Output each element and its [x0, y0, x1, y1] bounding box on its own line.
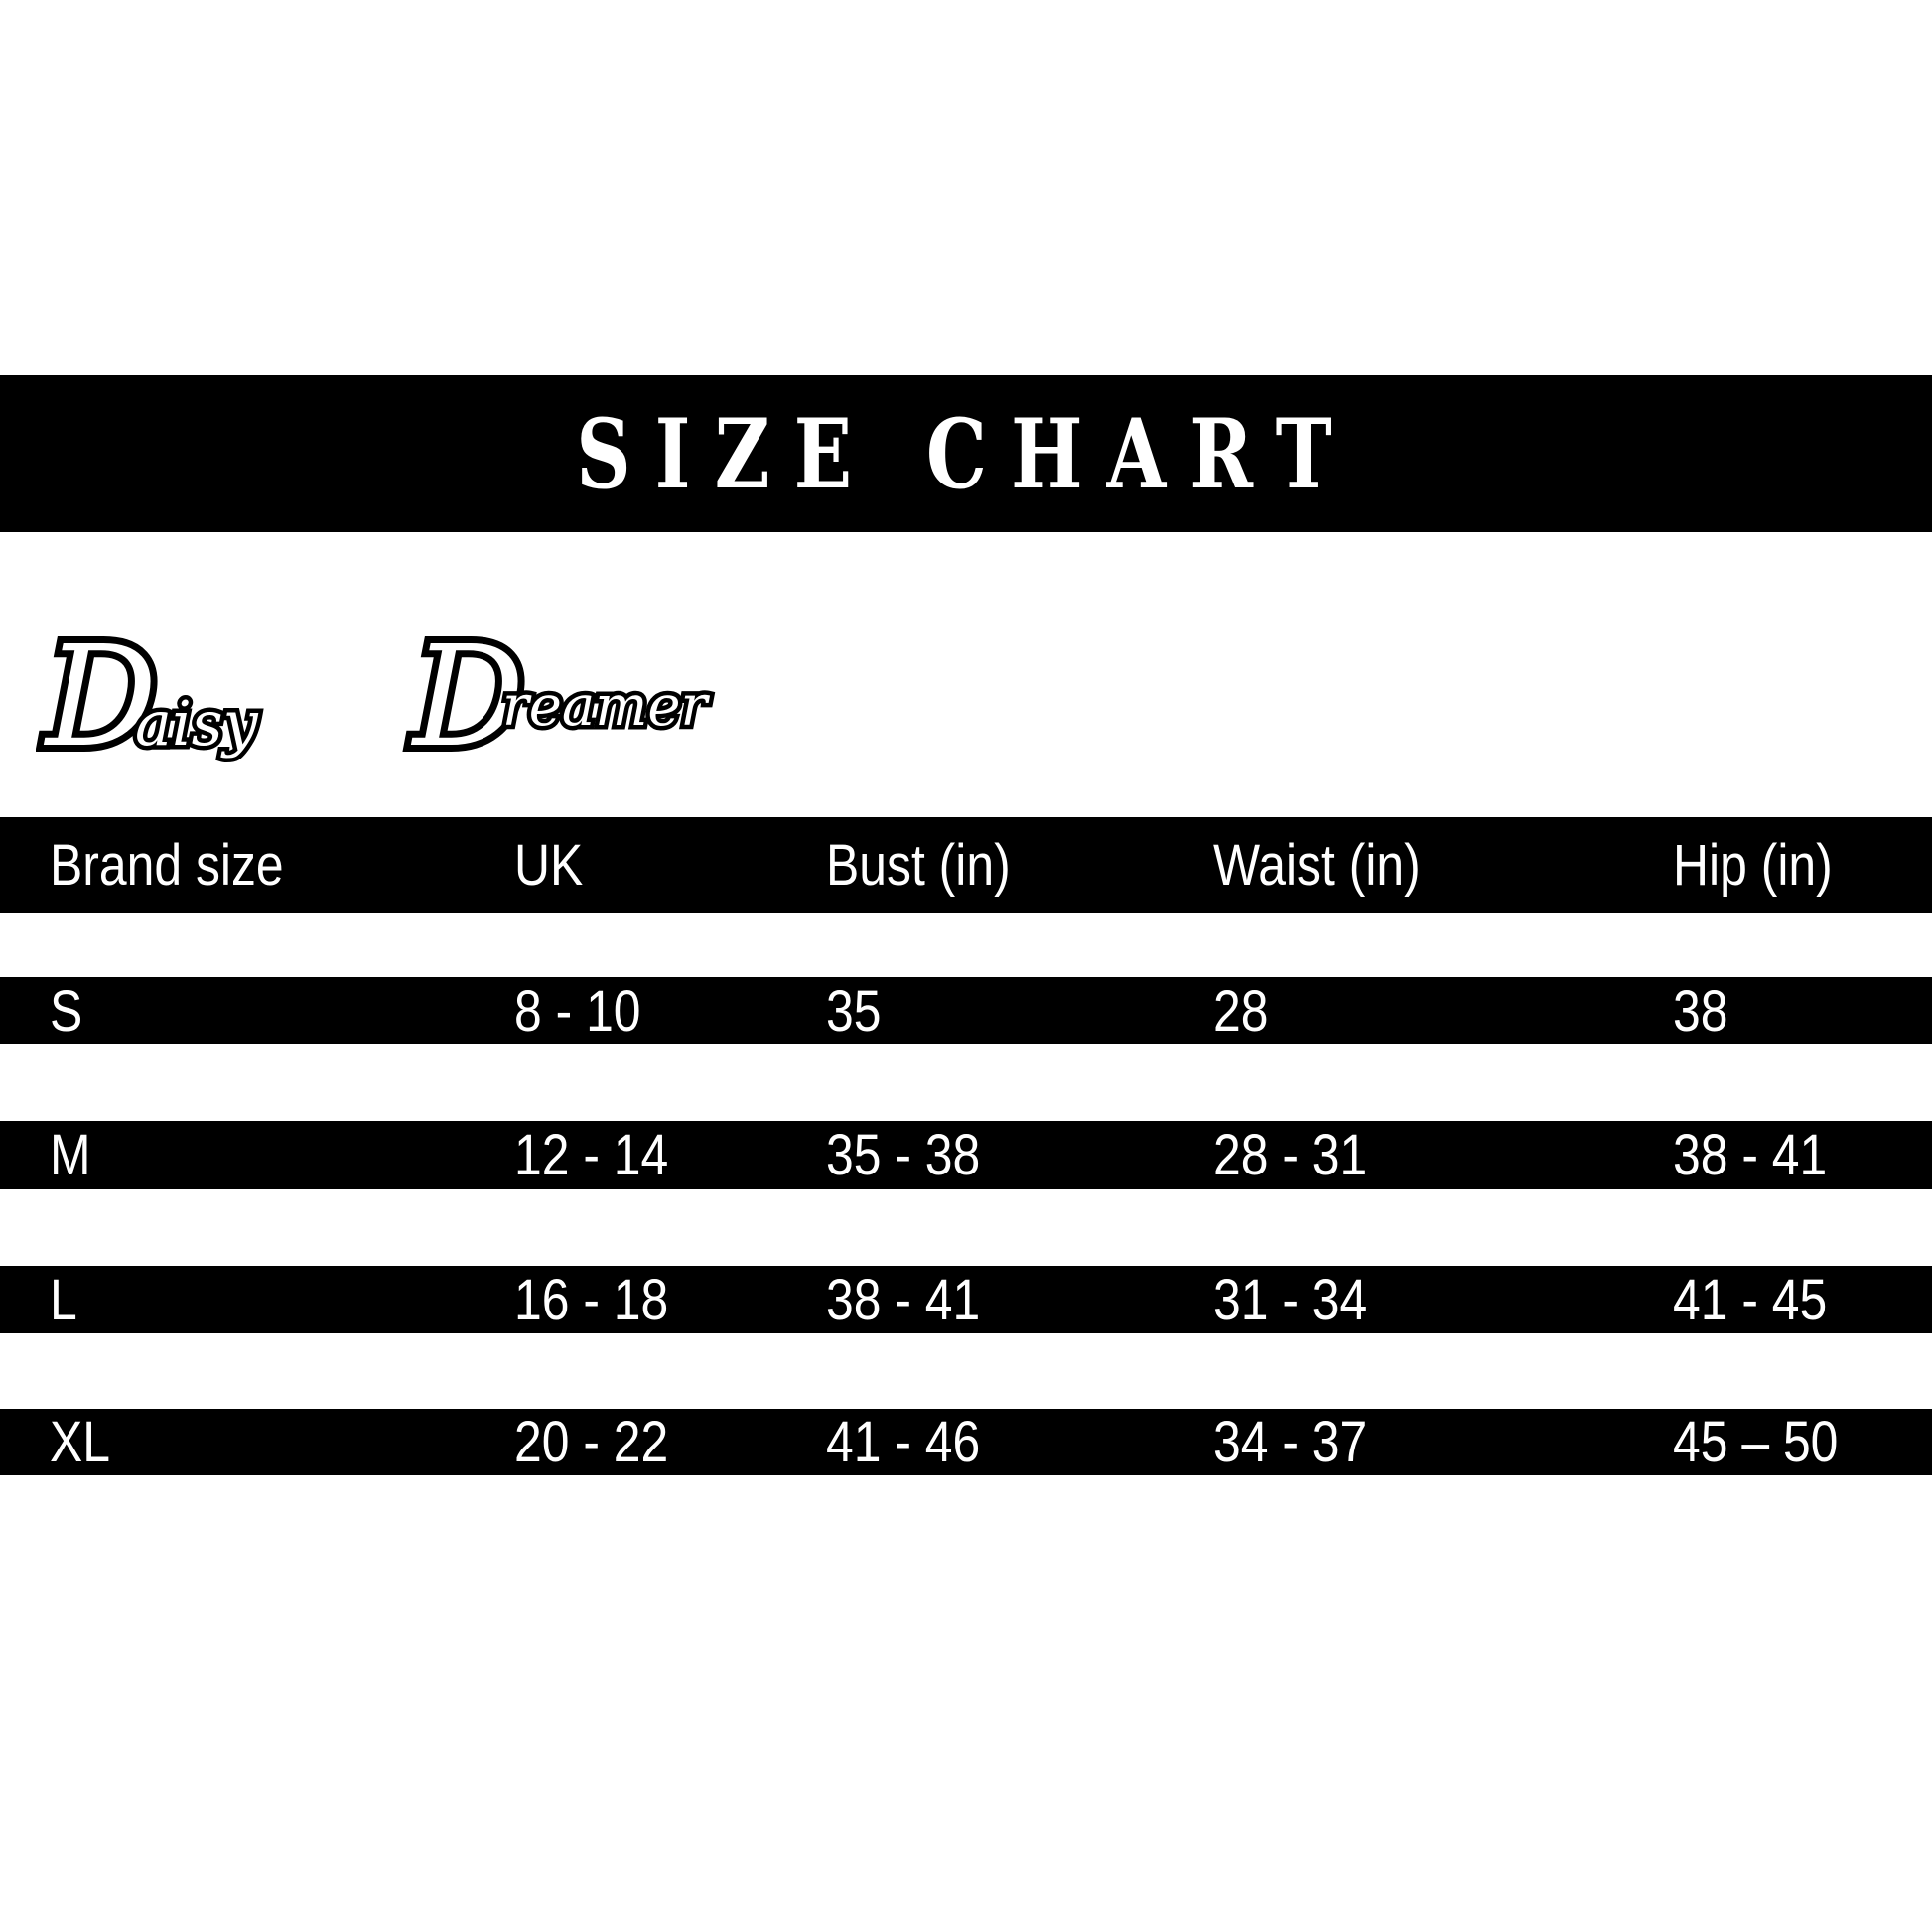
title-banner: SIZE CHART — [0, 375, 1932, 532]
cell-bust: 38 - 41 — [826, 1267, 981, 1332]
cell-uk: 16 - 18 — [514, 1267, 669, 1332]
table-header-row: Brand size UK Bust (in) Waist (in) Hip (… — [0, 817, 1932, 913]
cell-waist: 28 — [1213, 978, 1269, 1043]
cell-uk: 12 - 14 — [514, 1123, 669, 1187]
header-bust: Bust (in) — [826, 833, 1011, 897]
table-row: L 16 - 18 38 - 41 31 - 34 41 - 45 — [0, 1266, 1932, 1333]
svg-text:D: D — [43, 617, 154, 778]
cell-waist: 34 - 37 — [1213, 1410, 1368, 1474]
cell-hip: 38 — [1673, 978, 1728, 1043]
cell-bust: 41 - 46 — [826, 1410, 981, 1474]
table-row: XL 20 - 22 41 - 46 34 - 37 45 – 50 — [0, 1409, 1932, 1475]
cell-waist: 28 - 31 — [1213, 1123, 1368, 1187]
cell-bust: 35 - 38 — [826, 1123, 981, 1187]
cell-uk: 8 - 10 — [514, 978, 641, 1043]
cell-brand-size: XL — [50, 1410, 111, 1474]
cell-uk: 20 - 22 — [514, 1410, 669, 1474]
cell-hip: 45 – 50 — [1673, 1410, 1839, 1474]
page-title: SIZE CHART — [576, 397, 1356, 510]
cell-brand-size: L — [50, 1267, 77, 1332]
svg-text:D: D — [410, 617, 524, 778]
table-row: M 12 - 14 35 - 38 28 - 31 38 - 41 — [0, 1121, 1932, 1189]
svg-text:aisy: aisy — [135, 687, 259, 759]
cell-hip: 38 - 41 — [1673, 1123, 1828, 1187]
header-waist: Waist (in) — [1213, 833, 1421, 897]
svg-text:reamer: reamer — [502, 674, 711, 739]
table-row: S 8 - 10 35 28 38 — [0, 977, 1932, 1044]
cell-brand-size: S — [50, 978, 83, 1043]
cell-brand-size: M — [50, 1123, 91, 1187]
brand-logo: D aisy D reamer — [36, 610, 715, 784]
header-uk: UK — [514, 833, 584, 897]
cell-hip: 41 - 45 — [1673, 1267, 1828, 1332]
header-brand-size: Brand size — [50, 833, 284, 897]
header-hip: Hip (in) — [1673, 833, 1833, 897]
cell-bust: 35 — [826, 978, 882, 1043]
cell-waist: 31 - 34 — [1213, 1267, 1368, 1332]
